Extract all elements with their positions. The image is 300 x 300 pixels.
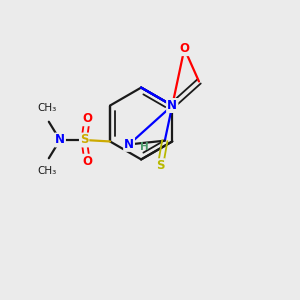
Text: N: N <box>167 99 177 112</box>
Text: N: N <box>167 99 177 112</box>
Text: CH₃: CH₃ <box>38 103 57 113</box>
Text: N: N <box>124 138 134 151</box>
Text: S: S <box>80 134 88 146</box>
Text: O: O <box>82 112 92 125</box>
Text: O: O <box>82 155 92 168</box>
Text: O: O <box>179 42 189 55</box>
Text: CH₃: CH₃ <box>38 167 57 176</box>
Text: H: H <box>140 142 149 152</box>
Text: S: S <box>156 159 165 172</box>
Text: N: N <box>55 134 65 146</box>
